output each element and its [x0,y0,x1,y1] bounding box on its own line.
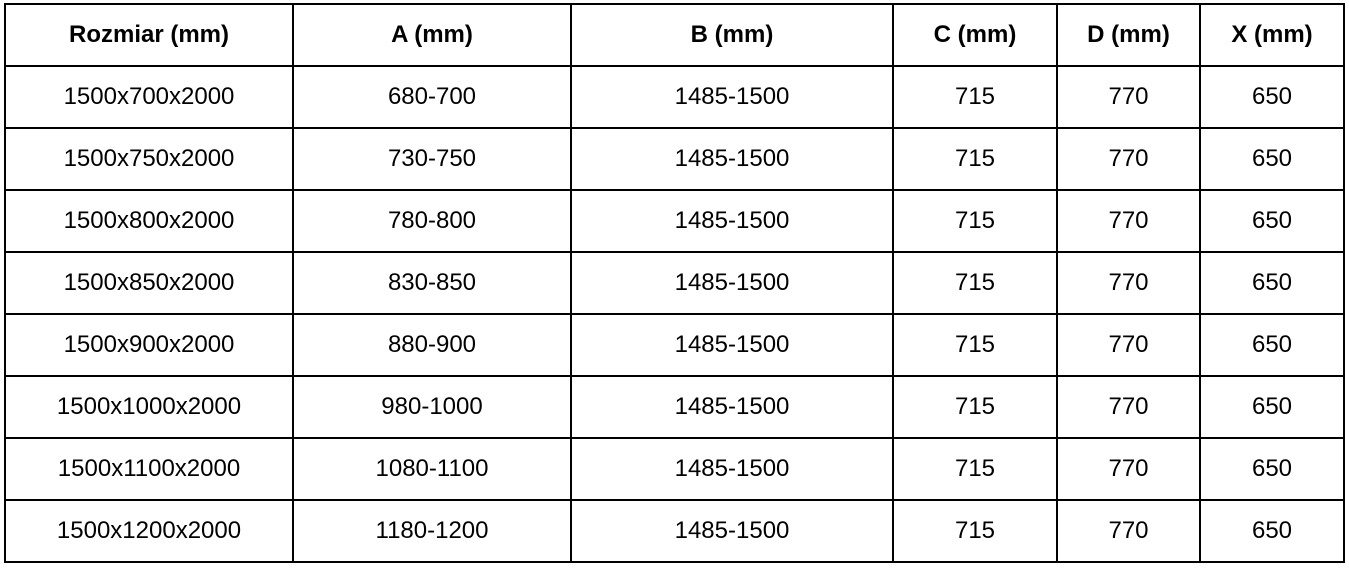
cell-size: 1500x1100x2000 [4,437,294,501]
cell-a: 1180-1200 [292,499,572,563]
cell-x: 650 [1199,375,1345,439]
cell-a: 880-900 [292,313,572,377]
cell-a: 830-850 [292,251,572,315]
cell-a: 780-800 [292,189,572,253]
cell-d: 770 [1056,65,1201,129]
table-row: 1500x700x2000 680-700 1485-1500 715 770 650 [4,65,1345,129]
cell-size: 1500x750x2000 [4,127,294,191]
cell-b: 1485-1500 [570,437,894,501]
cell-x: 650 [1199,313,1345,377]
cell-size: 1500x1000x2000 [4,375,294,439]
cell-b: 1485-1500 [570,251,894,315]
cell-size: 1500x900x2000 [4,313,294,377]
table-row: 1500x900x2000 880-900 1485-1500 715 770 650 [4,313,1345,377]
cell-b: 1485-1500 [570,189,894,253]
cell-size: 1500x800x2000 [4,189,294,253]
cell-c: 715 [892,375,1058,439]
cell-d: 770 [1056,375,1201,439]
cell-b: 1485-1500 [570,499,894,563]
cell-b: 1485-1500 [570,65,894,129]
cell-b: 1485-1500 [570,127,894,191]
cell-c: 715 [892,65,1058,129]
cell-x: 650 [1199,499,1345,563]
table-row: 1500x850x2000 830-850 1485-1500 715 770 650 [4,251,1345,315]
table-row: 1500x1000x2000 980-1000 1485-1500 715 770 650 [4,375,1345,439]
cell-size: 1500x1200x2000 [4,499,294,563]
cell-c: 715 [892,127,1058,191]
cell-c: 715 [892,313,1058,377]
cell-b: 1485-1500 [570,313,894,377]
header-row: Rozmiar (mm) A (mm) B (mm) C (mm) D (mm) X (m… [4,3,1345,67]
cell-a: 1080-1100 [292,437,572,501]
column-header-c: C (mm) [892,3,1058,67]
cell-d: 770 [1056,189,1201,253]
cell-c: 715 [892,189,1058,253]
cell-c: 715 [892,251,1058,315]
table-row: 1500x750x2000 730-750 1485-1500 715 770 650 [4,127,1345,191]
cell-a: 730-750 [292,127,572,191]
cell-d: 770 [1056,127,1201,191]
table-row: 1500x1200x2000 1180-1200 1485-1500 715 770 65… [4,499,1345,563]
cell-x: 650 [1199,189,1345,253]
cell-size: 1500x700x2000 [4,65,294,129]
cell-x: 650 [1199,437,1345,501]
column-header-size: Rozmiar (mm) [4,3,294,67]
cell-x: 650 [1199,127,1345,191]
column-header-x: X (mm) [1199,3,1345,67]
cell-b: 1485-1500 [570,375,894,439]
dimensions-table: Rozmiar (mm) A (mm) B (mm) C (mm) D (mm) X (m… [4,3,1345,563]
cell-x: 650 [1199,65,1345,129]
cell-d: 770 [1056,313,1201,377]
cell-x: 650 [1199,251,1345,315]
cell-c: 715 [892,437,1058,501]
column-header-a: A (mm) [292,3,572,67]
cell-c: 715 [892,499,1058,563]
cell-a: 980-1000 [292,375,572,439]
column-header-d: D (mm) [1056,3,1201,67]
cell-d: 770 [1056,251,1201,315]
table-row: 1500x800x2000 780-800 1485-1500 715 770 650 [4,189,1345,253]
cell-a: 680-700 [292,65,572,129]
cell-d: 770 [1056,437,1201,501]
table-row: 1500x1100x2000 1080-1100 1485-1500 715 770 65… [4,437,1345,501]
cell-size: 1500x850x2000 [4,251,294,315]
column-header-b: B (mm) [570,3,894,67]
cell-d: 770 [1056,499,1201,563]
